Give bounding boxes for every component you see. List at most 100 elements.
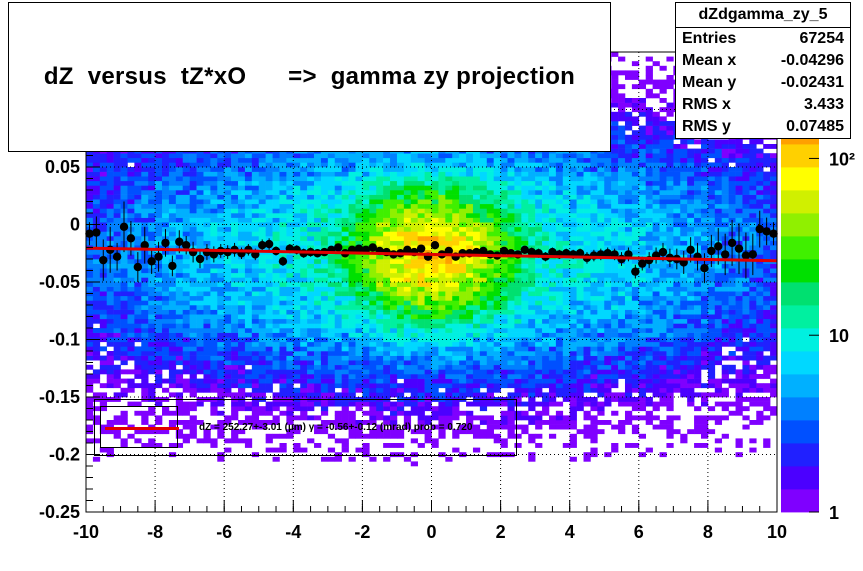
heatmap-cell	[383, 401, 391, 407]
heatmap-cell	[459, 153, 467, 159]
heatmap-cell	[500, 383, 508, 389]
heatmap-cell	[224, 378, 232, 384]
heatmap-cell	[431, 305, 439, 310]
heatmap-cell	[300, 162, 308, 168]
heatmap-cell	[265, 162, 273, 168]
heatmap-cell	[148, 277, 156, 283]
heatmap-cell	[383, 277, 391, 283]
heatmap-cell	[486, 374, 494, 379]
heatmap-cell	[493, 268, 501, 274]
heatmap-cell	[334, 231, 342, 237]
heatmap-cell	[341, 259, 349, 264]
heatmap-cell	[224, 318, 232, 324]
heatmap-cell	[472, 401, 481, 407]
heatmap-cell	[493, 438, 501, 444]
heatmap-cell	[507, 291, 515, 297]
heatmap-cell	[272, 190, 280, 195]
heatmap-cell	[175, 383, 184, 389]
heatmap-cell	[217, 236, 225, 241]
heatmap-cell	[452, 369, 460, 375]
heatmap-cell	[99, 424, 108, 430]
heatmap-cell	[189, 153, 197, 159]
heatmap-cell	[334, 213, 342, 218]
heatmap-cell	[327, 167, 336, 172]
heatmap-cell	[265, 378, 273, 384]
heatmap-cell	[528, 162, 536, 168]
heatmap-cell	[272, 447, 280, 453]
heatmap-cell	[431, 415, 439, 421]
heatmap-cell	[196, 332, 204, 338]
heatmap-cell	[528, 351, 536, 356]
heatmap-cell	[258, 236, 266, 241]
heatmap-cell	[238, 194, 246, 200]
heatmap-cell	[500, 323, 508, 329]
heatmap-cell	[507, 378, 515, 384]
heatmap-cell	[300, 341, 308, 347]
heatmap-cell	[369, 314, 377, 320]
heatmap-cell	[99, 360, 108, 366]
heatmap-cell	[535, 162, 543, 168]
heatmap-cell	[369, 254, 377, 260]
heatmap-cell	[320, 429, 329, 435]
heatmap-cell	[141, 369, 149, 375]
heatmap-cell	[238, 346, 246, 352]
heatmap-cell	[148, 364, 156, 370]
heatmap-cell	[417, 194, 425, 200]
heatmap-cell	[265, 231, 273, 237]
heatmap-cell	[466, 369, 474, 375]
heatmap-cell	[300, 153, 308, 159]
heatmap-cell	[148, 185, 156, 191]
heatmap-cell	[175, 318, 184, 324]
heatmap-cell	[493, 295, 501, 301]
heatmap-cell	[341, 410, 349, 416]
heatmap-cell	[376, 355, 384, 361]
heatmap-cell	[410, 291, 418, 297]
heatmap-cell	[410, 383, 418, 389]
heatmap-cell	[238, 300, 246, 306]
heatmap-cell	[479, 429, 488, 435]
heatmap-cell	[196, 176, 204, 182]
heatmap-cell	[86, 309, 94, 315]
heatmap-cell	[514, 378, 522, 384]
heatmap-cell	[148, 190, 156, 195]
heatmap-cell	[141, 328, 149, 333]
heatmap-cell	[376, 295, 384, 301]
heatmap-cell	[445, 194, 453, 200]
heatmap-cell	[348, 387, 356, 393]
heatmap-cell	[300, 415, 308, 421]
heatmap-cell	[452, 323, 460, 329]
heatmap-cell	[307, 291, 315, 297]
heatmap-cell	[203, 346, 211, 352]
heatmap-cell	[238, 226, 246, 232]
heatmap-cell	[182, 157, 190, 163]
heatmap-cell	[528, 259, 536, 264]
heatmap-cell	[472, 208, 481, 214]
heatmap-cell	[521, 355, 529, 361]
heatmap-cell	[162, 378, 170, 384]
heatmap-cell	[189, 171, 197, 177]
heatmap-cell	[472, 157, 481, 163]
heatmap-cell	[424, 378, 432, 384]
heatmap-cell	[521, 217, 529, 223]
heatmap-cell	[244, 323, 253, 329]
heatmap-cell	[548, 433, 557, 439]
heatmap-cell	[196, 387, 204, 393]
heatmap-cell	[224, 383, 232, 389]
heatmap-cell	[362, 277, 370, 283]
heatmap-cell	[203, 286, 211, 292]
heatmap-cell	[459, 392, 467, 398]
heatmap-cell	[362, 309, 370, 315]
heatmap-cell	[327, 346, 336, 352]
heatmap-cell	[217, 277, 225, 283]
heatmap-cell	[300, 447, 308, 453]
heatmap-cell	[459, 268, 467, 274]
heatmap-cell	[279, 337, 287, 343]
heatmap-cell	[452, 222, 460, 228]
heatmap-cell	[514, 415, 522, 421]
heatmap-cell	[514, 203, 522, 209]
heatmap-cell	[396, 406, 405, 412]
heatmap-cell	[355, 300, 363, 306]
heatmap-cell	[369, 217, 377, 223]
heatmap-cell	[217, 369, 225, 375]
heatmap-cell	[127, 217, 135, 223]
